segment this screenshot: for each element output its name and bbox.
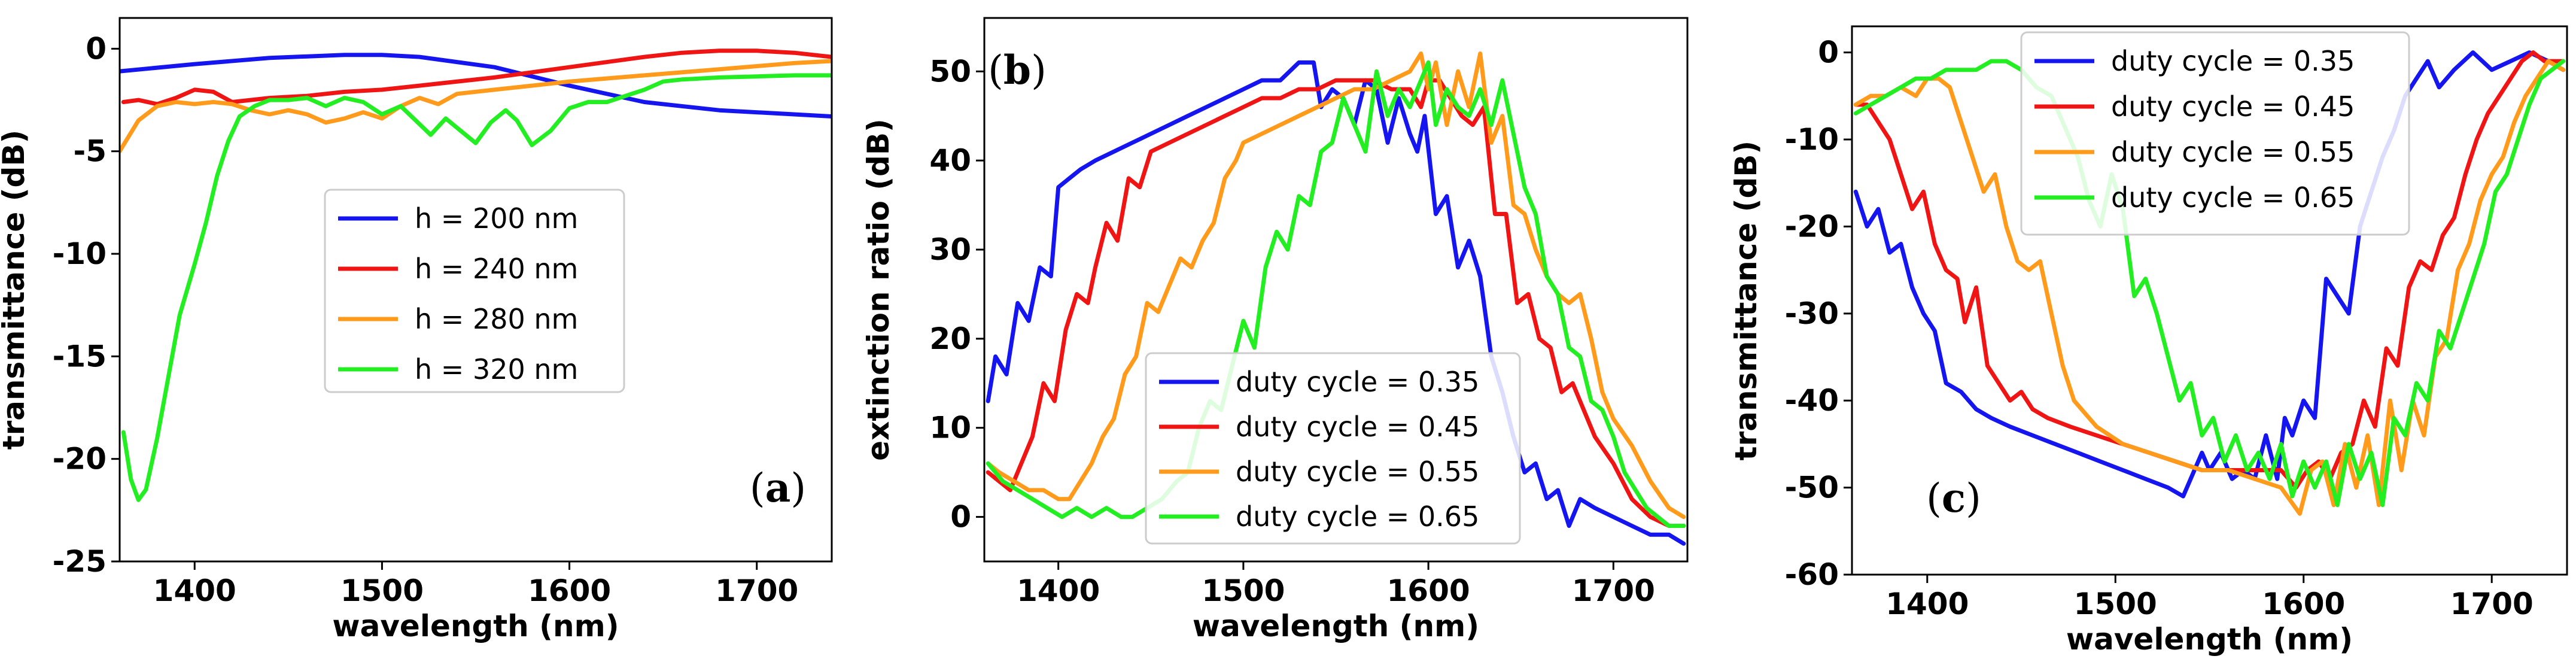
y-tick-label: 30	[929, 232, 971, 267]
series-line-a-4	[121, 73, 832, 502]
legend-box	[324, 189, 625, 393]
legend-entry: duty cycle = 0.55	[2111, 136, 2355, 168]
x-tick-label: 1500	[340, 573, 424, 608]
legend-entry: duty cycle = 0.45	[2111, 90, 2355, 123]
x-tick-label: 1400	[1885, 587, 1969, 621]
plot-frame	[1851, 25, 2568, 576]
y-tick-label: -25	[53, 544, 107, 579]
panel-label: (a)	[750, 464, 806, 511]
x-axis-title: wavelength (nm)	[1193, 609, 1479, 643]
plot-frame	[983, 17, 1689, 563]
y-axis-title: extinction ratio (dB)	[861, 119, 896, 461]
legend-entry: h = 240 nm	[415, 253, 578, 285]
legend-box	[2020, 31, 2410, 236]
x-tick-label: 1400	[1017, 573, 1100, 608]
series-line-c-3	[1853, 59, 2566, 516]
legend-entry: duty cycle = 0.45	[1236, 411, 1479, 443]
legend-entry: duty cycle = 0.35	[1236, 366, 1479, 398]
y-tick-label: -15	[53, 339, 107, 374]
y-tick-label: -60	[1785, 557, 1839, 592]
x-tick-label: 1600	[2262, 587, 2345, 621]
y-tick-label: 40	[929, 143, 971, 178]
y-tick-label: 10	[929, 411, 971, 445]
series-line-b-4	[986, 60, 1686, 528]
series-line-a-1	[120, 53, 832, 119]
legend-entry: h = 200 nm	[415, 202, 578, 235]
x-tick-label: 1600	[528, 573, 611, 608]
legend: h = 200 nm h = 240 nm h = 280 nm h = 320 nm	[324, 189, 625, 393]
legend-entry: duty cycle = 0.65	[1236, 500, 1479, 533]
panel-c: 1400 1500 1600 1700 0 -10 -20 -30 -40 -50 -60 wavel…	[1729, 25, 2568, 657]
y-tick-label: -20	[53, 442, 107, 476]
y-tick-label: -50	[1785, 470, 1839, 505]
series-line-b-1	[986, 60, 1686, 546]
legend-box	[1145, 352, 1521, 545]
y-axis-title: transmittance (dB)	[0, 130, 31, 450]
series-line-c-4	[1853, 59, 2566, 508]
y-tick-label: 50	[929, 54, 971, 89]
series-line-a-3	[120, 59, 832, 154]
legend-entry: duty cycle = 0.55	[1236, 456, 1479, 488]
plot-frame	[118, 17, 833, 563]
x-tick-label: 1700	[1572, 573, 1655, 608]
panel-label: (b)	[988, 47, 1047, 93]
y-tick-label: -40	[1785, 383, 1839, 418]
legend-entry: duty cycle = 0.35	[2111, 45, 2355, 77]
series-line-b-2	[986, 78, 1686, 528]
y-tick-label: -10	[1785, 122, 1839, 157]
y-tick-label: -20	[1785, 209, 1839, 244]
x-tick-label: 1700	[715, 573, 798, 608]
series-line-a-2	[121, 48, 832, 107]
legend-entry: duty cycle = 0.65	[2111, 181, 2355, 214]
panel-a: 1400 1500 1600 1700 0 -5 -10 -15 -20 -25 wavelengt…	[0, 17, 833, 643]
x-tick-label: 1400	[153, 573, 236, 608]
y-tick-label: 0	[86, 31, 107, 66]
y-tick-label: 20	[929, 321, 971, 356]
panel-label: (c)	[1926, 475, 1981, 521]
y-tick-label: -10	[53, 236, 107, 271]
x-tick-label: 1500	[2074, 587, 2157, 621]
y-axis-title: transmittance (dB)	[1729, 141, 1763, 461]
panel-b: 1400 1500 1600 1700 0 10 20 30 40 50 wavelength (n…	[861, 17, 1689, 643]
legend: duty cycle = 0.35 duty cycle = 0.45 duty c…	[1145, 352, 1521, 545]
y-tick-label: 0	[950, 500, 971, 535]
y-tick-label: -5	[73, 134, 107, 169]
x-tick-label: 1500	[1202, 573, 1285, 608]
y-tick-label: -30	[1785, 296, 1839, 331]
y-tick-label: 0	[1818, 35, 1839, 70]
legend-entry: h = 320 nm	[415, 353, 578, 385]
legend: duty cycle = 0.35 duty cycle = 0.45 duty c…	[2020, 31, 2410, 236]
x-axis-title: wavelength (nm)	[2066, 622, 2353, 657]
x-tick-label: 1600	[1387, 573, 1470, 608]
x-tick-label: 1700	[2450, 587, 2534, 621]
legend-entry: h = 280 nm	[415, 303, 578, 335]
x-axis-title: wavelength (nm)	[332, 609, 619, 643]
